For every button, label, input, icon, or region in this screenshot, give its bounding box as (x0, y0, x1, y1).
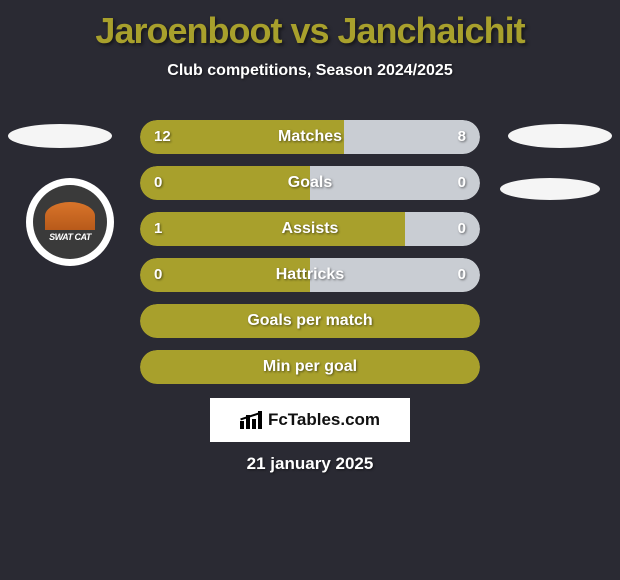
stat-row: 0 0 Hattricks (140, 258, 480, 292)
stat-label: Hattricks (276, 258, 344, 292)
stat-label: Min per goal (263, 350, 357, 384)
player-ellipse (508, 124, 612, 148)
stat-value-left: 12 (154, 120, 171, 154)
stat-value-right: 0 (458, 258, 466, 292)
date-label: 21 january 2025 (0, 454, 620, 474)
player-ellipse (500, 178, 600, 200)
stat-row: Min per goal (140, 350, 480, 384)
player-ellipse (8, 124, 112, 148)
stat-value-left: 1 (154, 212, 162, 246)
stat-value-right: 8 (458, 120, 466, 154)
stat-value-right: 0 (458, 212, 466, 246)
team-logo: SWAT CAT (26, 178, 114, 266)
team-logo-text: SWAT CAT (49, 232, 91, 242)
stat-value-left: 0 (154, 166, 162, 200)
stat-row: 0 0 Goals (140, 166, 480, 200)
stats-bars: 12 8 Matches 0 0 Goals 1 0 Assists 0 0 Hattricks Goa… (140, 120, 480, 396)
bar-right-fill (310, 166, 480, 200)
stat-row: Goals per match (140, 304, 480, 338)
fctables-label: FcTables.com (268, 410, 380, 430)
subtitle: Club competitions, Season 2024/2025 (0, 62, 620, 80)
team-logo-inner: SWAT CAT (33, 185, 107, 259)
stat-value-left: 0 (154, 258, 162, 292)
stat-label: Goals per match (247, 304, 372, 338)
fctables-badge: FcTables.com (210, 398, 410, 442)
stat-row: 1 0 Assists (140, 212, 480, 246)
stat-label: Matches (278, 120, 342, 154)
chart-icon (240, 411, 262, 429)
bar-right-fill (405, 212, 480, 246)
bar-left-fill (140, 212, 405, 246)
swatcat-icon (45, 202, 95, 230)
stat-row: 12 8 Matches (140, 120, 480, 154)
bar-left-fill (140, 166, 310, 200)
stat-value-right: 0 (458, 166, 466, 200)
stat-label: Goals (288, 166, 332, 200)
stat-label: Assists (282, 212, 339, 246)
page-title: Jaroenboot vs Janchaichit (0, 0, 620, 52)
